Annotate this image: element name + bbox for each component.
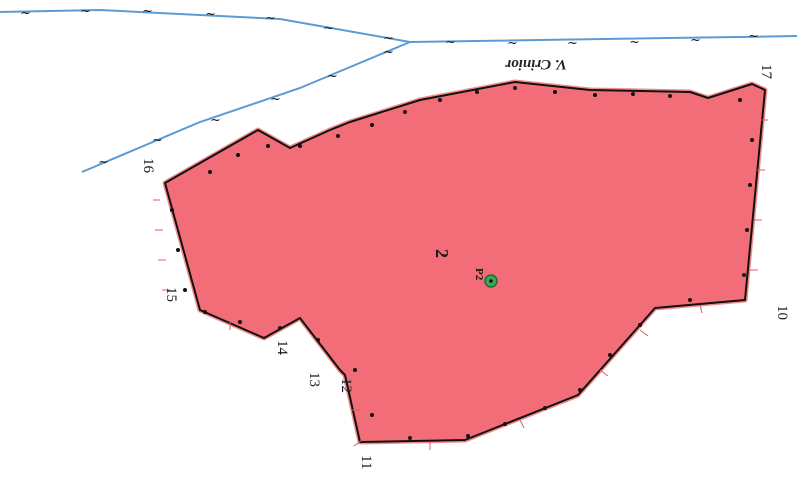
- svg-text:~: ~: [152, 133, 163, 148]
- svg-text:~: ~: [690, 33, 701, 48]
- svg-text:~: ~: [507, 36, 518, 51]
- vertex-label-13: 13: [306, 372, 322, 387]
- stream-branch: [81, 41, 411, 173]
- parcel-fill: [164, 81, 766, 443]
- svg-text:~: ~: [323, 21, 334, 36]
- point-p2-label: P2: [473, 268, 485, 281]
- point-p2: P2: [473, 268, 498, 288]
- svg-text:~: ~: [629, 35, 640, 50]
- vertex-label-12: 12: [338, 378, 354, 393]
- vertex-label-17: 17: [758, 64, 774, 80]
- svg-text:~: ~: [205, 7, 216, 22]
- svg-text:~: ~: [142, 4, 153, 19]
- svg-text:~: ~: [327, 69, 338, 84]
- svg-text:~: ~: [445, 35, 456, 50]
- boundary-ticks: [153, 119, 768, 450]
- vertex-label-11: 11: [358, 455, 374, 469]
- vertex-dots: [170, 86, 754, 440]
- stream-name-label: V. Crinior: [505, 56, 567, 72]
- vertex-labels: 10 11 12 13 14 15 16 17: [140, 64, 790, 469]
- svg-text:~: ~: [265, 11, 276, 26]
- svg-text:~: ~: [383, 31, 394, 46]
- stream-network: ~ ~ ~ ~ ~ ~ ~ ~ ~ ~ ~ ~ ~ ~ ~ ~ ~ ~ ~ V.…: [0, 4, 797, 173]
- stream-main: [0, 8, 797, 44]
- vertex-label-15: 15: [163, 287, 179, 302]
- parcel-number: 2: [432, 249, 452, 258]
- vertex-label-14: 14: [274, 340, 290, 356]
- stream-markers: ~ ~ ~ ~ ~ ~ ~ ~ ~ ~ ~ ~ ~ ~ ~ ~ ~ ~ ~: [20, 4, 759, 170]
- svg-text:~: ~: [567, 36, 578, 51]
- svg-text:~: ~: [383, 45, 394, 60]
- svg-text:~: ~: [80, 4, 91, 19]
- svg-text:~: ~: [20, 6, 31, 21]
- vertex-label-16: 16: [140, 158, 156, 174]
- svg-text:~: ~: [210, 113, 221, 128]
- svg-text:~: ~: [270, 92, 281, 107]
- vertex-label-10: 10: [774, 305, 790, 320]
- svg-text:~: ~: [98, 155, 109, 170]
- svg-text:~: ~: [748, 29, 759, 44]
- parcel-2: 2: [153, 79, 768, 450]
